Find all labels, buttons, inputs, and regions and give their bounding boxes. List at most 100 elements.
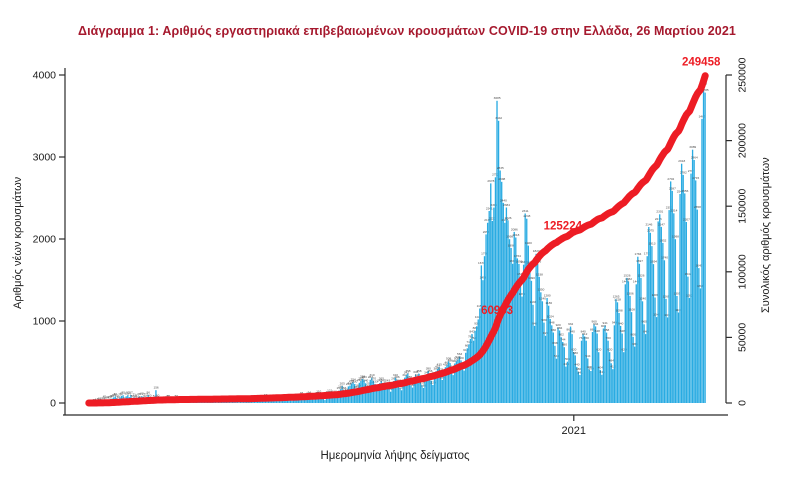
svg-text:2440: 2440: [500, 198, 507, 202]
svg-text:866: 866: [590, 327, 595, 331]
svg-text:3000: 3000: [33, 152, 57, 164]
svg-text:376: 376: [438, 368, 443, 372]
svg-text:125224: 125224: [544, 221, 583, 233]
svg-text:390: 390: [588, 366, 593, 370]
svg-text:1305: 1305: [674, 291, 681, 295]
svg-text:1240: 1240: [539, 297, 546, 301]
svg-text:1952: 1952: [660, 238, 667, 242]
svg-text:1398: 1398: [697, 284, 704, 288]
svg-text:1482: 1482: [625, 277, 632, 281]
svg-text:760: 760: [471, 336, 476, 340]
svg-text:56: 56: [131, 394, 135, 398]
svg-text:667: 667: [465, 344, 470, 348]
svg-text:95: 95: [121, 391, 125, 395]
svg-text:486: 486: [448, 359, 453, 363]
svg-text:1448: 1448: [633, 280, 640, 284]
svg-text:436: 436: [443, 363, 448, 367]
svg-text:406: 406: [587, 365, 592, 369]
svg-text:0: 0: [50, 398, 56, 410]
svg-text:1740: 1740: [661, 256, 668, 260]
svg-text:358: 358: [416, 369, 421, 373]
svg-text:283: 283: [368, 375, 373, 379]
svg-text:242: 242: [377, 379, 382, 383]
x-axis-title: Ημερομηνία λήψης δείγματος: [320, 450, 470, 462]
svg-text:806: 806: [631, 332, 636, 336]
svg-text:2056: 2056: [483, 230, 490, 234]
svg-text:1696: 1696: [516, 259, 523, 263]
svg-text:344: 344: [599, 370, 604, 374]
svg-text:150000: 150000: [737, 189, 749, 224]
svg-text:168: 168: [338, 385, 343, 389]
svg-text:3442: 3442: [495, 116, 502, 120]
svg-text:2146: 2146: [645, 222, 652, 226]
svg-text:2311: 2311: [522, 209, 529, 213]
svg-text:45: 45: [103, 395, 107, 399]
svg-text:155: 155: [399, 386, 404, 390]
svg-text:243: 243: [385, 379, 390, 383]
svg-text:2086: 2086: [511, 227, 518, 231]
svg-text:60: 60: [148, 394, 152, 398]
svg-text:180: 180: [355, 384, 360, 388]
svg-text:2698: 2698: [498, 177, 505, 181]
svg-text:183: 183: [421, 383, 426, 387]
svg-text:280: 280: [440, 375, 445, 379]
svg-text:131: 131: [343, 388, 348, 392]
svg-text:940: 940: [532, 321, 537, 325]
svg-text:698: 698: [552, 341, 557, 345]
svg-text:1024: 1024: [547, 314, 554, 318]
svg-text:156: 156: [153, 386, 158, 390]
svg-text:41: 41: [106, 395, 110, 399]
svg-text:2918: 2918: [678, 159, 685, 163]
svg-text:2797: 2797: [688, 169, 695, 173]
svg-text:110: 110: [316, 389, 321, 393]
svg-text:1526: 1526: [624, 273, 631, 277]
svg-text:920: 920: [556, 323, 561, 327]
svg-text:680: 680: [562, 343, 567, 347]
svg-text:27: 27: [104, 396, 108, 400]
svg-text:153: 153: [341, 386, 346, 390]
svg-text:246: 246: [357, 378, 362, 382]
svg-text:2384: 2384: [503, 203, 510, 207]
svg-text:21: 21: [98, 397, 102, 401]
svg-text:240: 240: [363, 379, 368, 383]
svg-text:715: 715: [466, 340, 471, 344]
svg-text:1448: 1448: [622, 280, 629, 284]
svg-text:3465: 3465: [699, 114, 706, 118]
svg-text:94: 94: [308, 391, 312, 395]
svg-text:60: 60: [156, 394, 160, 398]
svg-text:2147: 2147: [658, 222, 665, 226]
svg-text:1697: 1697: [636, 259, 643, 263]
svg-text:3685: 3685: [494, 96, 501, 100]
svg-text:40: 40: [117, 395, 121, 399]
svg-text:1108: 1108: [628, 308, 635, 312]
svg-text:245: 245: [380, 378, 385, 382]
svg-text:390: 390: [426, 366, 431, 370]
svg-text:57: 57: [136, 394, 140, 398]
svg-text:2549: 2549: [677, 189, 684, 193]
svg-text:529: 529: [455, 355, 460, 359]
svg-text:504: 504: [565, 357, 570, 361]
svg-text:2198: 2198: [502, 218, 509, 222]
svg-text:980: 980: [541, 318, 546, 322]
svg-text:415: 415: [435, 364, 440, 368]
svg-text:310: 310: [402, 373, 407, 377]
svg-text:270: 270: [371, 376, 376, 380]
svg-text:1098: 1098: [616, 308, 623, 312]
svg-text:1698: 1698: [509, 259, 516, 263]
svg-text:1694: 1694: [650, 260, 657, 264]
svg-text:934: 934: [593, 322, 598, 326]
svg-text:220: 220: [430, 380, 435, 384]
svg-text:341: 341: [577, 370, 582, 374]
line-annotations: 60953 125224 249458: [481, 57, 721, 317]
svg-text:1498: 1498: [480, 276, 487, 280]
chart-title: Διάγραμμα 1: Αριθμός εργαστηριακά επιβεβ…: [78, 24, 736, 38]
svg-text:3089: 3089: [689, 145, 696, 149]
svg-text:1306: 1306: [627, 291, 634, 295]
svg-text:465: 465: [444, 360, 449, 364]
svg-text:358: 358: [405, 369, 410, 373]
svg-text:2000: 2000: [33, 234, 57, 246]
svg-text:164: 164: [354, 385, 359, 389]
svg-text:760: 760: [606, 336, 611, 340]
svg-text:2358: 2358: [694, 205, 701, 209]
